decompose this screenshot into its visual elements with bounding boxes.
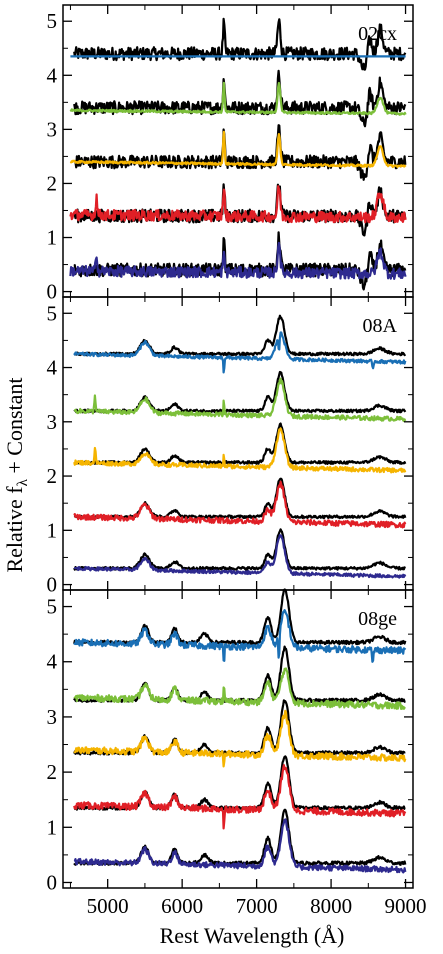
y-tick-label-08A-5: 5: [47, 301, 58, 325]
panel-02cx: 0 1 2 3 4 5 02cx: [47, 4, 414, 304]
x-tick-label-5000: 5000: [87, 894, 129, 918]
observed-spectrum-02cx-1: [73, 17, 407, 71]
observed-spectrum-02cx-2: [73, 69, 407, 128]
y-tick-label-02cx-5: 5: [47, 9, 58, 33]
observed-spectrum-02cx-4: [73, 183, 407, 237]
y-tick-label-08A-3: 3: [47, 410, 58, 434]
y-tick-label-08ge-0: 0: [47, 870, 58, 894]
model-spectrum-08ge-3: [73, 709, 407, 768]
y-tick-label-08ge-3: 3: [47, 705, 58, 729]
panel-label-08A: 08A: [363, 315, 398, 337]
observed-spectrum-08A-3: [73, 422, 407, 465]
y-tick-label-02cx-4: 4: [47, 63, 58, 87]
y-tick-label-02cx-1: 1: [47, 226, 58, 250]
panel-label-02cx: 02cx: [358, 23, 397, 45]
model-spectrum-08ge-4: [73, 764, 407, 830]
model-spectrum-08ge-5: [73, 818, 407, 874]
model-spectrum-02cx-2: [69, 81, 407, 116]
y-tick-label-08A-1: 1: [47, 518, 58, 542]
observed-spectrum-08ge-1: [73, 588, 407, 646]
observed-spectrum-08A-4: [73, 477, 407, 520]
model-spectrum-08ge-1: [73, 609, 407, 663]
x-tick-label-9000: 9000: [385, 894, 427, 918]
y-tick-label-08ge-1: 1: [47, 815, 58, 839]
y-axis-label: Relative fλ + Constant: [2, 377, 31, 572]
y-tick-label-08ge-4: 4: [47, 650, 58, 674]
model-spectrum-02cx-3: [69, 130, 407, 169]
observed-spectrum-08ge-2: [73, 645, 406, 704]
panels: 0 1 2 3 4 5 02cx 0 1 2 3 4 5 08A 0 1 2 3 4 5 08ge 5000 6000 700…: [47, 4, 427, 918]
spectra-08ge: [73, 588, 407, 874]
model-spectrum-08A-2: [73, 377, 407, 423]
panel-frame-08ge: [62, 589, 414, 889]
x-tick-label-6000: 6000: [161, 894, 203, 918]
observed-spectrum-08A-1: [73, 314, 407, 357]
x-axis-label: Rest Wavelength (Å): [160, 923, 345, 948]
model-spectrum-08A-4: [73, 480, 407, 529]
spectra-08A: [73, 314, 407, 579]
x-tick-label-7000: 7000: [236, 894, 278, 918]
y-tick-label-08ge-5: 5: [47, 595, 58, 619]
spectra-02cx: [69, 17, 407, 291]
y-axis-label-subscript: λ: [15, 478, 31, 486]
x-tick-label-8000: 8000: [310, 894, 352, 918]
y-tick-label-02cx-2: 2: [47, 171, 58, 195]
model-spectrum-08A-1: [73, 331, 407, 374]
y-tick-label-08A-2: 2: [47, 464, 58, 488]
panel-08A: 0 1 2 3 4 5 08A: [47, 296, 414, 597]
y-tick-label-08A-4: 4: [47, 356, 58, 380]
y-tick-label-02cx-3: 3: [47, 117, 58, 141]
y-tick-label-02cx-0: 0: [47, 280, 58, 304]
observed-spectrum-08A-5: [73, 528, 407, 571]
model-spectrum-02cx-5: [69, 241, 407, 280]
model-spectrum-08A-3: [73, 427, 407, 474]
model-spectrum-02cx-4: [69, 185, 407, 224]
model-spectrum-08A-5: [73, 534, 407, 579]
observed-spectrum-02cx-3: [73, 124, 407, 181]
y-axis-label-suffix: + Constant: [2, 377, 27, 479]
panel-label-08ge: 08ge: [358, 608, 397, 630]
observed-spectrum-08ge-4: [73, 755, 406, 811]
panel-frame-08A: [62, 296, 414, 591]
y-tick-label-08ge-2: 2: [47, 760, 58, 784]
observed-spectrum-08ge-5: [73, 808, 407, 866]
observed-spectrum-02cx-5: [73, 231, 407, 291]
panel-08ge: 0 1 2 3 4 5 08ge: [47, 588, 414, 894]
model-spectrum-08ge-2: [73, 667, 406, 710]
y-tick-label-08A-0: 0: [47, 573, 58, 597]
observed-spectrum-08A-2: [73, 370, 407, 414]
